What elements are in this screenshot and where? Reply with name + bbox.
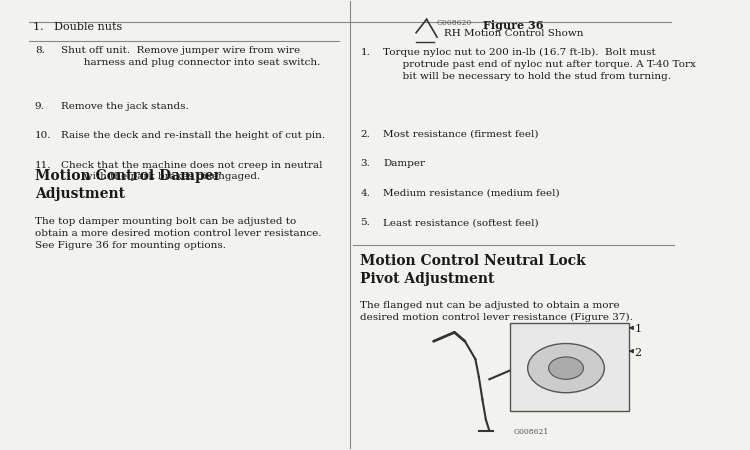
- Text: Motion Control Damper
Adjustment: Motion Control Damper Adjustment: [34, 169, 220, 202]
- Text: 2.: 2.: [361, 130, 370, 139]
- Text: G008621: G008621: [514, 428, 549, 436]
- Text: 1: 1: [634, 324, 641, 334]
- Text: 1.   Double nuts: 1. Double nuts: [33, 22, 122, 32]
- Text: The top damper mounting bolt can be adjusted to
obtain a more desired motion con: The top damper mounting bolt can be adju…: [34, 217, 321, 250]
- Text: 5.: 5.: [361, 218, 370, 227]
- Text: Least resistance (softest feel): Least resistance (softest feel): [383, 218, 539, 227]
- Text: Check that the machine does not creep in neutral
       with the park brakes dis: Check that the machine does not creep in…: [61, 161, 322, 181]
- Text: Raise the deck and re-install the height of cut pin.: Raise the deck and re-install the height…: [61, 131, 325, 140]
- Text: Remove the jack stands.: Remove the jack stands.: [61, 102, 188, 111]
- Text: 11.: 11.: [34, 161, 51, 170]
- Text: Medium resistance (medium feel): Medium resistance (medium feel): [383, 189, 560, 198]
- Text: Figure 36: Figure 36: [484, 20, 544, 31]
- Text: 10.: 10.: [34, 131, 51, 140]
- Text: 3.: 3.: [361, 159, 370, 168]
- Text: 2: 2: [634, 348, 641, 358]
- Text: 9.: 9.: [34, 102, 45, 111]
- Text: G008620: G008620: [437, 19, 472, 27]
- Text: The flanged nut can be adjusted to obtain a more
desired motion control lever re: The flanged nut can be adjusted to obtai…: [361, 301, 633, 322]
- Text: Damper: Damper: [383, 159, 425, 168]
- Text: RH Motion Control Shown: RH Motion Control Shown: [444, 29, 584, 38]
- Circle shape: [528, 343, 605, 393]
- Text: Shut off unit.  Remove jumper wire from wire
       harness and plug connector i: Shut off unit. Remove jumper wire from w…: [61, 46, 320, 67]
- Text: 8.: 8.: [34, 46, 45, 55]
- Text: Torque nyloc nut to 200 in-lb (16.7 ft-lb).  Bolt must
      protrude past end o: Torque nyloc nut to 200 in-lb (16.7 ft-l…: [383, 48, 696, 81]
- Text: Most resistance (firmest feel): Most resistance (firmest feel): [383, 130, 539, 139]
- Text: 4.: 4.: [361, 189, 370, 198]
- FancyBboxPatch shape: [510, 324, 628, 410]
- Text: 1.: 1.: [361, 48, 370, 57]
- Text: Motion Control Neutral Lock
Pivot Adjustment: Motion Control Neutral Lock Pivot Adjust…: [361, 254, 586, 287]
- Circle shape: [548, 357, 584, 379]
